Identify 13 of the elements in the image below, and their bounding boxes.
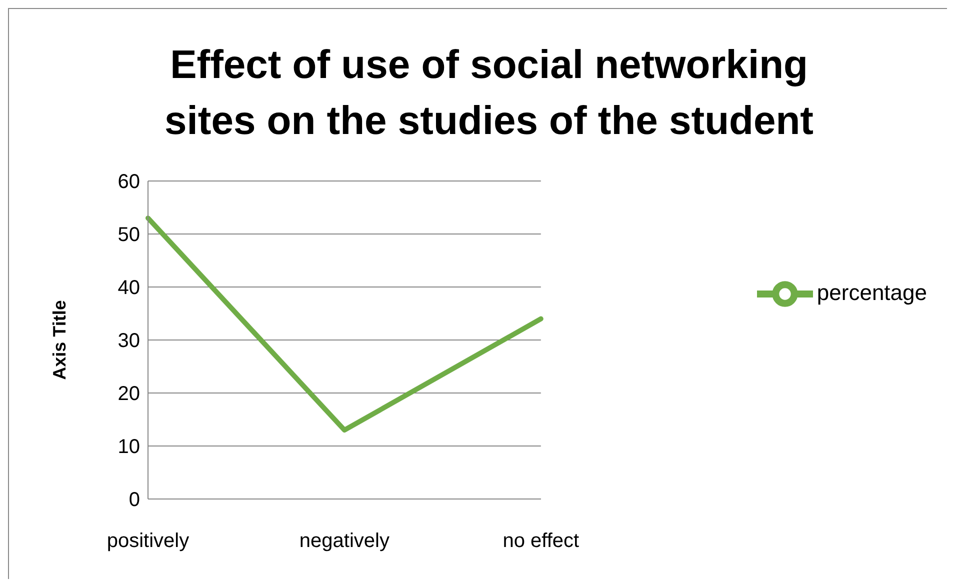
x-tick-label: negatively: [299, 530, 390, 552]
x-tick-label: no effect: [502, 530, 580, 552]
y-tick-label: 50: [118, 224, 140, 246]
y-tick-label: 20: [118, 383, 140, 406]
legend-label: percentage: [816, 280, 927, 305]
y-axis-title: Axis Title: [49, 300, 70, 380]
x-tick-label: positively: [106, 530, 190, 552]
y-tick-label: 60: [118, 171, 140, 194]
y-tick-label: 0: [128, 489, 140, 512]
y-tick-label: 10: [118, 436, 140, 458]
y-tick-label: 30: [118, 330, 140, 352]
y-tick-label: 40: [118, 277, 140, 300]
chart-title: Effect of use of social networking sites on the studies of the student: [164, 42, 814, 145]
